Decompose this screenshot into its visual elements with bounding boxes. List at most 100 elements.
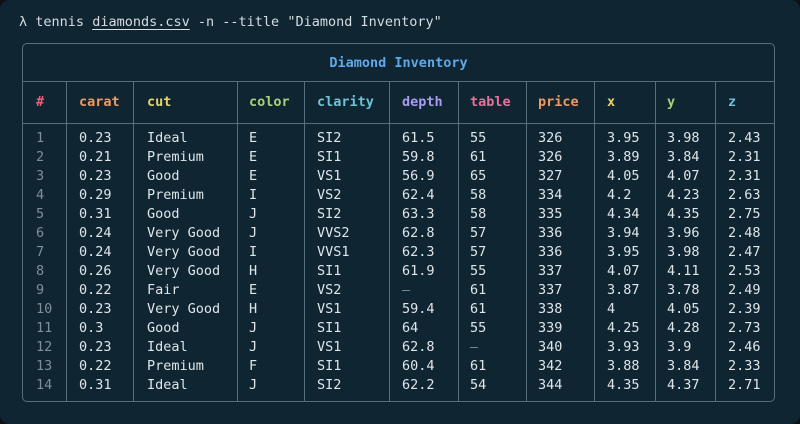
table-cell: Very Good [147,225,221,241]
table-cell: 3.93 [607,339,640,355]
table-cell: 0.23 [79,168,112,184]
table-cell: 55 [470,320,487,336]
table-cell: 2.71 [728,377,761,393]
table-cell: 4 [607,301,616,317]
table-cell: 60.4 [402,358,435,374]
row-index: 2 [36,149,45,165]
table-cell: 0.31 [79,206,112,222]
column-divider [66,81,67,401]
column-divider [304,81,305,401]
table-cell: 0.26 [79,263,112,279]
header-divider [23,123,774,124]
table-cell: 2.39 [728,301,761,317]
command-file-arg: diamonds.csv [92,14,190,30]
table-cell: E [249,282,258,298]
command-flags: -n --title [197,14,280,30]
table-cell: 4.25 [607,320,640,336]
table-cell: 2.75 [728,206,761,222]
column-divider [237,81,238,401]
table-cell: 63.3 [402,206,435,222]
column-divider [655,81,656,401]
table-cell: 3.94 [607,225,640,241]
table-cell: 2.31 [728,168,761,184]
table-cell: 2.63 [728,187,761,203]
table-cell: 2.43 [728,130,761,146]
column-divider [458,81,459,401]
table-cell: 59.4 [402,301,435,317]
table-cell: 336 [538,244,563,260]
table-cell: Ideal [147,339,188,355]
table-cell: Ideal [147,377,188,393]
table-cell: 2.47 [728,244,761,260]
column-header-table[interactable]: table [470,94,511,110]
column-header-index[interactable]: # [36,94,45,110]
table-cell: 0.22 [79,358,112,374]
column-header-z[interactable]: z [728,94,737,110]
column-divider [389,81,390,401]
table-cell: 56.9 [402,168,435,184]
table-cell: 61 [470,301,487,317]
table-cell: 4.2 [607,187,632,203]
table-cell: 4.37 [667,377,700,393]
table-cell: 337 [538,263,563,279]
table-cell: 327 [538,168,563,184]
table-cell: Good [147,168,180,184]
table-cell: 61.9 [402,263,435,279]
table-cell: J [249,206,258,222]
table-cell: Very Good [147,244,221,260]
column-header-x[interactable]: x [607,94,616,110]
table-cell: 4.07 [667,168,700,184]
table-cell: 4.23 [667,187,700,203]
table-cell: 3.95 [607,130,640,146]
column-header-clarity[interactable]: clarity [317,94,374,110]
table-cell: SI1 [317,263,342,279]
row-index: 9 [36,282,45,298]
table-cell: J [249,225,258,241]
table-cell: SI1 [317,320,342,336]
table-cell: H [249,263,258,279]
table-cell: 326 [538,149,563,165]
table-cell: VS1 [317,301,342,317]
table-cell: 0.3 [79,320,104,336]
column-header-carat[interactable]: carat [79,94,120,110]
table-cell: SI1 [317,149,342,165]
column-header-cut[interactable]: cut [147,94,172,110]
table-cell: 340 [538,339,563,355]
table-cell: Fair [147,282,180,298]
table-cell: VS2 [317,187,342,203]
table-cell: 3.87 [607,282,640,298]
table-cell: 61.5 [402,130,435,146]
table-cell: Very Good [147,263,221,279]
table-cell: 4.05 [667,301,700,317]
table-cell: 0.31 [79,377,112,393]
table-cell: 61 [470,358,487,374]
column-header-price[interactable]: price [538,94,579,110]
table-cell: 0.24 [79,225,112,241]
table-cell: E [249,168,258,184]
table-cell: 2.53 [728,263,761,279]
column-header-y[interactable]: y [667,94,676,110]
column-header-depth[interactable]: depth [402,94,443,110]
table-cell: 336 [538,225,563,241]
row-index: 11 [36,320,53,336]
column-divider [526,81,527,401]
row-index: 6 [36,225,45,241]
table-cell: VS1 [317,339,342,355]
table-cell: — [402,282,411,298]
table-cell: 0.23 [79,301,112,317]
table-cell: 339 [538,320,563,336]
table-cell: 65 [470,168,487,184]
table-cell: 54 [470,377,487,393]
table-cell: 57 [470,225,487,241]
table-cell: 2.31 [728,149,761,165]
column-divider [594,81,595,401]
command-title-arg: "Diamond Inventory" [287,14,442,30]
table-cell: 59.8 [402,149,435,165]
table-cell: 2.49 [728,282,761,298]
table-cell: Good [147,206,180,222]
table-cell: 58 [470,187,487,203]
table-cell: I [249,244,258,260]
column-header-color[interactable]: color [249,94,290,110]
table-cell: 337 [538,282,563,298]
table-cell: 342 [538,358,563,374]
